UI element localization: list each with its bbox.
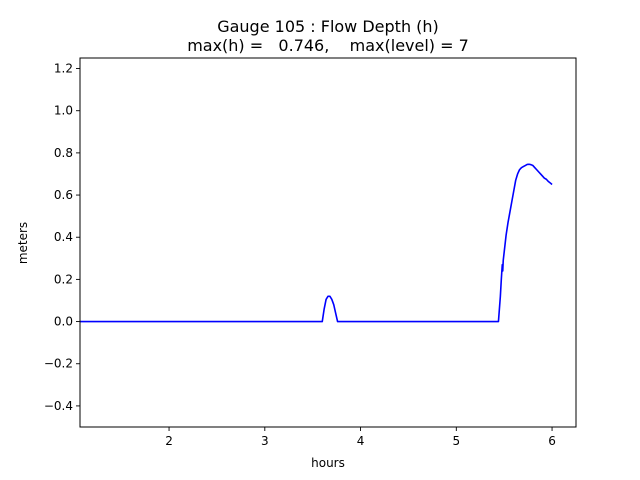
chart-subtitle: max(h) = 0.746, max(level) = 7 <box>187 36 469 55</box>
y-tick-label: 0.0 <box>54 315 73 329</box>
y-tick-label: 1.2 <box>54 62 73 76</box>
x-tick-label: 4 <box>357 434 365 448</box>
x-tick-label: 2 <box>165 434 173 448</box>
y-tick-label: −0.2 <box>44 357 73 371</box>
x-tick-label: 6 <box>548 434 556 448</box>
y-tick-label: −0.4 <box>44 399 73 413</box>
y-tick-label: 0.4 <box>54 230 73 244</box>
plot-frame <box>79 57 577 428</box>
y-axis-label: meters <box>16 222 30 264</box>
x-tick-label: 3 <box>261 434 269 448</box>
x-tick-label: 5 <box>452 434 460 448</box>
series-layer <box>80 163 553 323</box>
x-axis-label: hours <box>311 456 345 470</box>
y-tick-label: 0.8 <box>54 146 73 160</box>
chart-title: Gauge 105 : Flow Depth (h) <box>217 17 439 36</box>
series-line-0 <box>80 163 553 323</box>
y-tick-label: 0.6 <box>54 188 73 202</box>
y-axis-ticks: −0.4 −0.2 0.0 0.2 0.4 0.6 0.8 1.0 1.2 <box>44 62 80 413</box>
y-tick-label: 1.0 <box>54 104 73 118</box>
y-tick-label: 0.2 <box>54 272 73 286</box>
x-axis-ticks: 2 3 4 5 6 <box>165 427 556 448</box>
